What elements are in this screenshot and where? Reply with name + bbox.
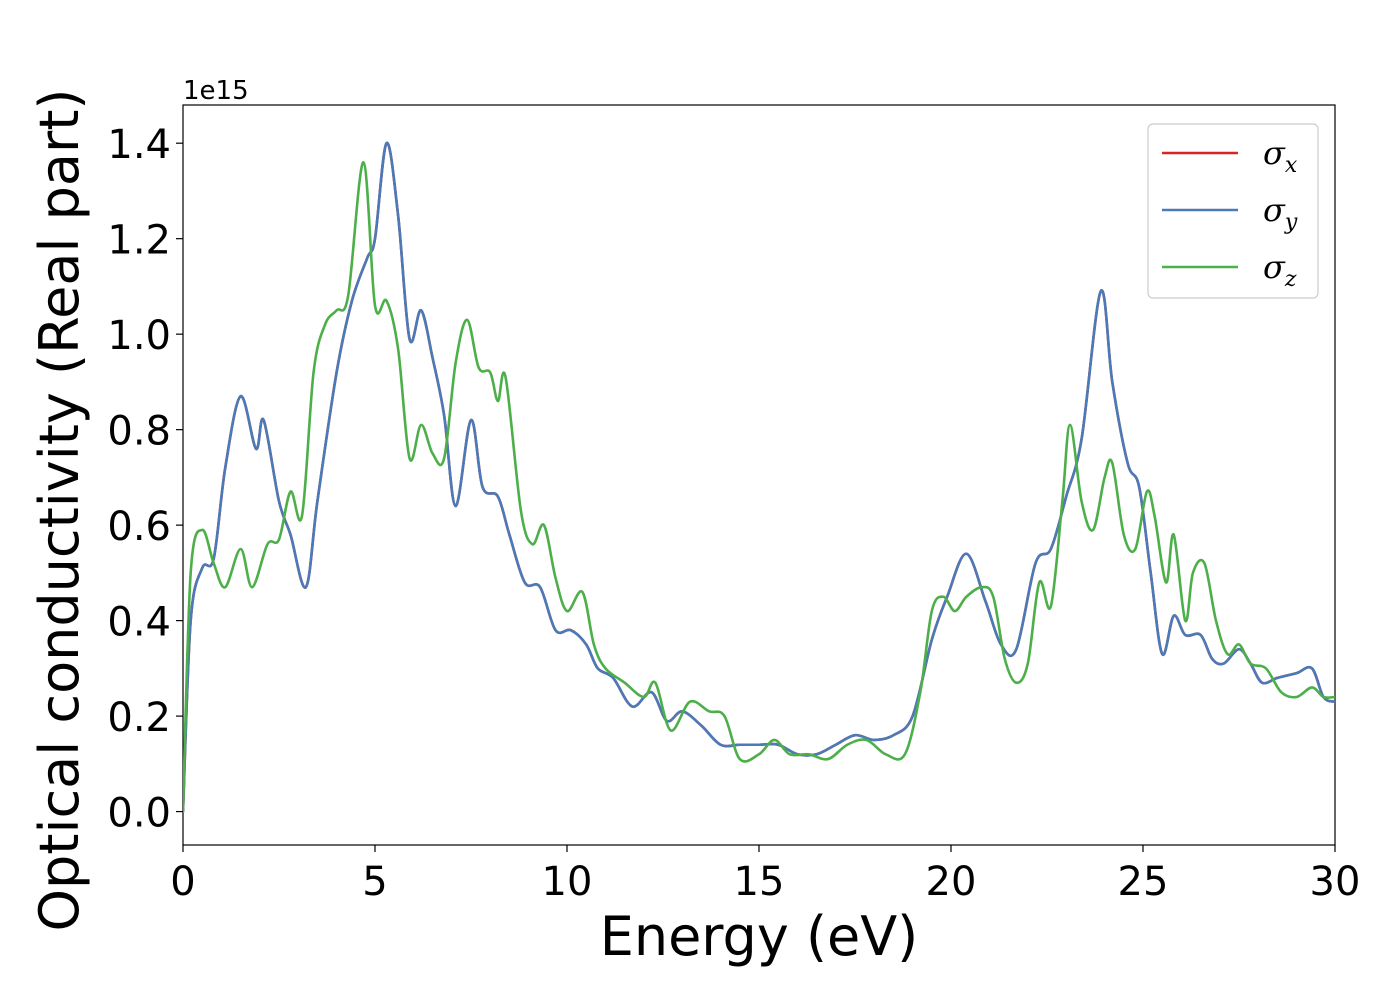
x-axis-ticks: 0 5 10 15 20 25 30	[170, 845, 1360, 905]
legend-subscript: z	[1284, 267, 1297, 292]
x-tick-label: 0	[170, 859, 195, 905]
x-tick-label: 5	[362, 859, 387, 905]
legend-label-y: σy	[1263, 191, 1298, 235]
x-tick-label: 15	[734, 859, 785, 905]
x-tick-label: 10	[542, 859, 593, 905]
legend-symbol: σ	[1263, 248, 1286, 286]
legend-subscript: y	[1284, 210, 1298, 235]
y-tick-label: 1.0	[107, 313, 171, 359]
y-axis-offset-text: 1e15	[183, 76, 249, 106]
y-axis-ticks: 0.0 0.2 0.4 0.6 0.8 1.0 1.2 1.4	[107, 122, 183, 837]
y-tick-label: 0.6	[107, 504, 171, 550]
x-tick-label: 20	[926, 859, 977, 905]
y-tick-label: 0.4	[107, 600, 171, 646]
legend-label-x: σx	[1263, 134, 1298, 178]
x-axis-label: Energy (eV)	[600, 905, 919, 968]
legend-symbol: σ	[1263, 191, 1286, 229]
plot-area-frame	[182, 104, 1336, 846]
legend-label-z: σz	[1263, 248, 1297, 292]
y-axis-label: Optical conductivity (Real part)	[28, 89, 91, 932]
y-tick-label: 0.8	[107, 409, 171, 455]
y-tick-label: 0.2	[107, 695, 171, 741]
x-tick-label: 30	[1310, 859, 1361, 905]
series-layer	[183, 141, 1335, 813]
y-tick-label: 1.4	[107, 122, 171, 168]
legend-subscript: x	[1285, 153, 1298, 178]
series-line-z	[183, 160, 1335, 813]
legend-symbol: σ	[1263, 134, 1286, 172]
y-tick-label: 1.2	[107, 218, 171, 264]
x-tick-label: 25	[1118, 859, 1169, 905]
series-line-y	[183, 141, 1335, 813]
y-tick-label: 0.0	[107, 791, 171, 837]
